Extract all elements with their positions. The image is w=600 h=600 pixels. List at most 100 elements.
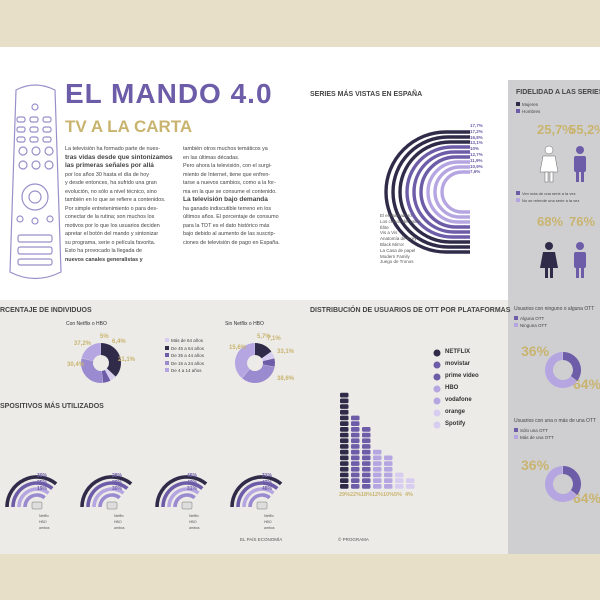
device-value-0-0: 30% [37, 473, 48, 479]
fidelidad-pct-men-top: 55,2% [569, 122, 600, 137]
device-value-2-1: 40% [187, 479, 198, 486]
label-sin-netflix: Sin Netflix o HBO [225, 321, 264, 327]
device-row-label-3-0: Netflix [264, 514, 274, 518]
ott-right-pct-2a: 36% [521, 457, 550, 473]
bottom-panel [0, 300, 508, 554]
device-value-1-2: 30% [112, 486, 123, 492]
device-row-label-3-1: HBO [264, 520, 272, 524]
ott-platform-5: orange [445, 409, 466, 415]
ott-platform-0: NETFLIX [445, 349, 470, 355]
series-arc-4 [412, 150, 470, 234]
series-value-5: 12,7% [470, 152, 483, 157]
series-arc-2 [398, 140, 470, 244]
device-row-label-2-1: HBO [189, 520, 197, 524]
device-ambos-0: ambos [39, 526, 50, 530]
series-arc-8 [440, 170, 470, 214]
ott-right-pct-1a: 36% [521, 343, 550, 359]
donut-b-label-2: 7,1% [267, 336, 281, 342]
donut-a-label-1: 5% [100, 334, 109, 340]
device-row-label-1-1: HBO [114, 520, 122, 524]
ott-platform-1: movistar [445, 361, 471, 367]
ott-platform-3: HBO [445, 385, 459, 391]
infographic-page: EL MANDO 4.0 TV A LA CARTA La televisión… [0, 47, 600, 554]
ott-platform-6: Spotify [445, 421, 466, 427]
series-name-3: Vis a Vis [380, 230, 398, 236]
device-value-1-1: 29% [112, 479, 123, 486]
device-row-label-2-0: Netflix [189, 514, 199, 518]
series-value-0: 17,7% [470, 123, 483, 128]
series-value-1: 17,2% [470, 128, 483, 134]
fidelidad-pct-women-bottom: 68% [537, 214, 564, 229]
footer-right: © PROGRAMA [338, 537, 369, 542]
intro-column-1: La televisión ha formado parte de nues- … [65, 146, 173, 263]
fidelidad-pct-women-top: 25,7% [537, 122, 574, 137]
ott-heading: DISTRIBUCIÓN DE USUARIOS DE OTT POR PLAT… [310, 307, 511, 314]
age-legend: Más de 64 años De 45 a 64 años De 35 a 4… [165, 337, 204, 375]
intro-column-2: también otros muchos temáticos ya en las… [183, 146, 280, 246]
fidelidad-heading: FIDELIDAD A LAS SERIES [516, 89, 600, 96]
series-heading: SERIES MÁS VISTAS EN ESPAÑA [310, 91, 423, 98]
device-row-label-1-0: Netflix [114, 514, 124, 518]
ott-platform-4: vodafone [445, 397, 472, 403]
series-name-1: Los chicos del cable [380, 218, 421, 224]
individuos-heading: RCENTAJE DE INDIVIDUOS [0, 307, 92, 314]
series-name-2: Élite [380, 224, 389, 230]
donut-a-label-3: 30,4% [67, 362, 85, 368]
series-value-3: 13,1% [470, 140, 483, 146]
dispositivos-heading: SPOSITIVOS MÁS UTILIZADOS [0, 403, 104, 410]
device-value-3-2: 48% [262, 486, 273, 492]
donut-a-label-0: 37,2% [74, 341, 92, 347]
label-con-netflix: Con Netflix o HBO [66, 321, 107, 327]
device-value-2-0: 46% [187, 473, 198, 479]
device-ambos-1: ambos [114, 526, 125, 530]
series-value-8: 7,6% [470, 169, 481, 175]
ott-value-0: 29% [339, 492, 351, 498]
device-ambos-2: ambos [189, 526, 200, 530]
series-arc-6 [426, 160, 470, 224]
series-arc-5 [419, 155, 470, 229]
series-name-5: Black Mirror [380, 242, 405, 247]
series-value-4: 10% [470, 146, 480, 152]
ott-right-heading-2: Usuarios con una o más de una OTT [514, 418, 596, 424]
fidelidad-legend: Mujeres Hombres [516, 101, 540, 115]
donut-a-label-4: 21,1% [118, 357, 136, 363]
device-value-0-1: 25% [37, 479, 48, 486]
ott-value-3: 12% [372, 492, 384, 498]
ott-right-pct-2b: 64% [573, 490, 600, 506]
ott-value-5: 5% [394, 492, 402, 498]
ott-right-legend-1: Alguna OTT Ninguna OTT [514, 315, 547, 329]
ott-right-heading-1: Usuarios con ninguno o alguna OTT [514, 306, 595, 312]
series-arc-0 [384, 130, 470, 254]
series-value-2: 16,8% [470, 134, 483, 140]
ott-value-2: 18% [361, 492, 373, 498]
device-value-3-1: 43% [262, 479, 273, 486]
ott-value-1: 22% [350, 492, 362, 498]
device-value-1-0: 28% [112, 473, 123, 479]
donut-b-label-4: 38,6% [277, 376, 295, 382]
footer-left: EL PAÍS ECONOMÍA [240, 537, 283, 542]
series-value-6: 11,9% [470, 157, 483, 163]
fidelidad-legend-2: Ven más de una serie a la vez No se reie… [516, 190, 579, 204]
men-legend-swatch [516, 109, 520, 113]
series-name-6: La Casa de papel [380, 247, 416, 253]
ott-value-6: 4% [405, 492, 413, 498]
donut-b-label-1: 5,7% [257, 334, 271, 340]
series-name-4: Anatomía de Grey [380, 236, 417, 242]
series-name-0: El embarcadero [380, 213, 412, 218]
ott-right-legend-2: Sólo una OTT Más de una OTT [514, 427, 554, 441]
women-legend-swatch [516, 102, 520, 106]
fidelidad-pct-men-bottom: 76% [569, 214, 596, 229]
ott-platform-2: prime video [445, 373, 479, 379]
donut-b-label-3: 33,1% [277, 349, 295, 355]
ott-right-pct-1b: 64% [573, 376, 600, 392]
device-value-3-0: 31% [262, 473, 273, 479]
donut-a-label-2: 6,4% [112, 339, 126, 345]
device-row-label-0-1: HBO [39, 520, 47, 524]
device-row-label-0-0: Netflix [39, 514, 49, 518]
series-arc-7 [433, 165, 470, 219]
device-value-2-2: 31% [187, 486, 198, 492]
series-arc-1 [391, 135, 470, 249]
series-name-7: Modern Family [380, 253, 410, 259]
donut-b-label-0: 15,6% [229, 345, 247, 351]
device-value-0-2: 19% [37, 486, 48, 492]
